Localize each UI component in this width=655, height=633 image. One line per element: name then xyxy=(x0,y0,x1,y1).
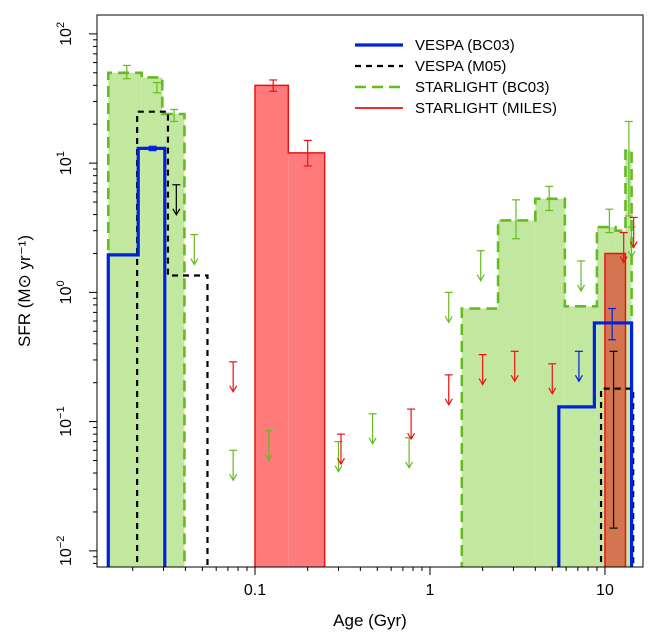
x-axis-label: Age (Gyr) xyxy=(333,611,407,630)
bin-fill xyxy=(288,152,325,567)
upper-limit-arrowhead xyxy=(629,241,638,249)
legend-label: VESPA (BC03) xyxy=(415,37,515,54)
y-tick-label: 10−2 xyxy=(55,536,75,566)
upper-limit-arrowhead xyxy=(229,473,238,482)
series-outline xyxy=(254,84,326,567)
upper-limit-arrowhead xyxy=(510,374,519,383)
x-tick-label: 1 xyxy=(426,582,435,599)
upper-limit-arrowhead xyxy=(476,274,485,282)
upper-limit-arrowhead xyxy=(627,250,636,259)
series-outline xyxy=(460,149,633,567)
axes: 0.1 1 10 10−2 10−1 100 101 102 xyxy=(55,22,614,599)
upper-limit-arrowhead xyxy=(444,398,453,407)
upper-limit-arrowhead xyxy=(229,385,238,394)
bin-fill xyxy=(604,253,626,567)
series-outline xyxy=(136,110,209,567)
bin-fill xyxy=(461,308,499,567)
upper-limit-arrowhead xyxy=(619,256,628,264)
upper-limit-arrowhead xyxy=(574,374,583,383)
upper-limit-arrowhead xyxy=(407,432,416,441)
series-outline xyxy=(106,146,167,567)
upper-limit-arrowhead xyxy=(190,258,199,266)
x-tick-label: 10 xyxy=(596,582,614,599)
upper-limit-arrowhead xyxy=(548,387,557,396)
legend-label: VESPA (M05) xyxy=(415,58,506,75)
legend: VESPA (BC03) VESPA (M05) STARLIGHT (BC03) S… xyxy=(355,37,557,117)
upper-limit-arrowhead xyxy=(577,284,586,293)
bin-fill xyxy=(498,220,536,567)
series-outline xyxy=(106,71,186,567)
histogram-lines xyxy=(106,71,635,567)
upper-limit-arrowhead xyxy=(444,316,453,324)
bin-fill xyxy=(141,77,163,567)
bin-fill xyxy=(255,85,289,567)
series-outline xyxy=(557,321,634,567)
upper-limit-arrowhead xyxy=(334,465,343,473)
plot-frame xyxy=(96,14,644,568)
y-tick-label: 102 xyxy=(55,22,75,46)
upper-limit-arrowhead xyxy=(368,437,377,445)
upper-limit-arrowhead xyxy=(478,378,487,386)
upper-limit-arrowhead xyxy=(405,461,414,469)
series-outline xyxy=(604,252,627,567)
bin-fill xyxy=(564,306,597,567)
histogram-fills xyxy=(108,72,632,567)
legend-label: STARLIGHT (BC03) xyxy=(415,79,549,96)
y-tick-label: 101 xyxy=(55,151,75,175)
y-tick-label: 100 xyxy=(55,280,75,304)
y-axis-label: SFR (M⊙ yr⁻¹) xyxy=(15,235,34,347)
upper-limit-arrowhead xyxy=(264,454,273,462)
y-tick-label: 10−1 xyxy=(55,406,75,436)
bin-fill xyxy=(625,150,632,567)
x-tick-label: 0.1 xyxy=(244,582,266,599)
error-bars xyxy=(122,64,633,529)
upper-limit-arrowhead xyxy=(172,208,181,216)
upper-limit-arrowhead xyxy=(336,457,346,466)
legend-label: STARLIGHT (MILES) xyxy=(415,100,557,117)
upper-limit-arrows xyxy=(172,184,638,482)
